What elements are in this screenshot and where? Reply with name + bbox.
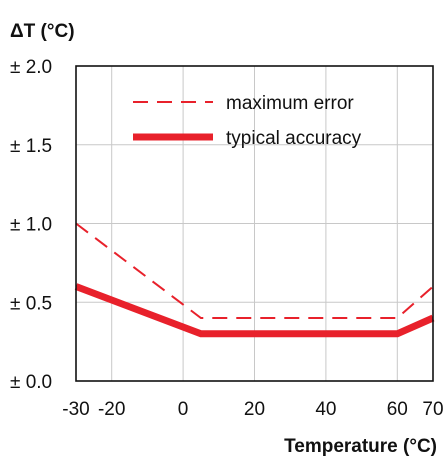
legend: maximum error typical accuracy bbox=[133, 93, 362, 149]
x-tick-label: 0 bbox=[178, 399, 189, 420]
y-tick-label: ± 1.0 bbox=[10, 215, 52, 236]
plot-frame bbox=[75, 65, 434, 382]
y-tick-label: ± 2.0 bbox=[10, 57, 52, 78]
series-group bbox=[74, 222, 435, 338]
x-tick-label: -30 bbox=[62, 399, 89, 420]
x-tick-label: 60 bbox=[387, 399, 408, 420]
x-tick-label: 70 bbox=[422, 399, 443, 420]
grid bbox=[76, 66, 433, 381]
legend-label: typical accuracy bbox=[226, 128, 362, 149]
series-line-maximum-error bbox=[75, 222, 434, 319]
y-tick-labels: ± 0.0 ± 0.5 ± 1.0 ± 1.5 ± 2.0 bbox=[10, 57, 52, 393]
legend-label: maximum error bbox=[226, 93, 354, 114]
x-tick-label: -20 bbox=[98, 399, 125, 420]
x-tick-labels: -30 -20 0 20 40 60 70 bbox=[62, 399, 443, 420]
y-tick-label: ± 0.5 bbox=[10, 293, 52, 314]
x-axis-title: Temperature (°C) bbox=[284, 436, 437, 457]
series-line-typical-accuracy bbox=[74, 283, 435, 338]
y-tick-label: ± 0.0 bbox=[10, 372, 52, 393]
y-axis-title: ΔT (°C) bbox=[10, 21, 75, 42]
y-tick-label: ± 1.5 bbox=[10, 136, 52, 157]
x-tick-label: 40 bbox=[315, 399, 336, 420]
x-tick-label: 20 bbox=[244, 399, 265, 420]
